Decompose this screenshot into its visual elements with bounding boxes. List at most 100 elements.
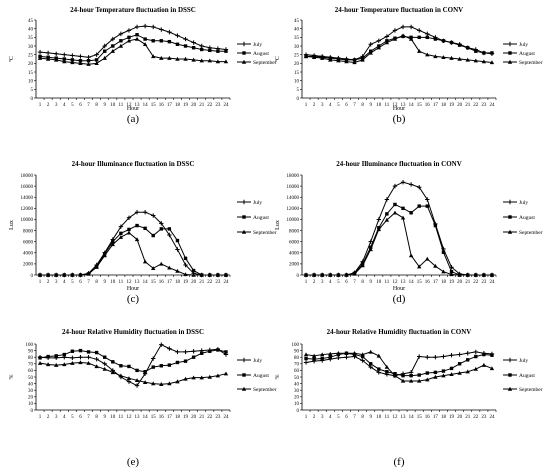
data-point xyxy=(376,38,381,43)
data-point xyxy=(408,24,414,30)
x-tick-label: 4 xyxy=(329,280,332,285)
series-line xyxy=(39,349,227,373)
data-point xyxy=(78,61,83,66)
x-tick-label: 19 xyxy=(449,103,455,108)
data-point xyxy=(111,44,115,48)
x-tick-label: 5 xyxy=(71,415,74,420)
data-point xyxy=(320,352,325,357)
series-july xyxy=(303,180,495,278)
y-axis-label: Lux xyxy=(275,220,281,230)
data-point xyxy=(119,364,123,368)
y-tick-label: 0 xyxy=(31,409,34,414)
data-point xyxy=(94,356,99,362)
data-point xyxy=(175,42,180,46)
data-point xyxy=(207,272,212,277)
x-tick-label: 2 xyxy=(313,415,316,420)
data-point xyxy=(143,370,147,374)
legend-entry-july: July xyxy=(237,41,262,48)
data-point xyxy=(465,272,470,277)
data-point xyxy=(473,366,478,371)
data-point xyxy=(417,354,422,359)
data-point xyxy=(191,272,196,277)
legend-marker xyxy=(507,386,513,391)
x-tick-label: 14 xyxy=(409,103,415,108)
data-point xyxy=(70,349,75,353)
x-tick-label: 16 xyxy=(425,280,431,285)
series-july xyxy=(37,210,229,278)
data-point xyxy=(151,54,156,59)
data-point xyxy=(303,272,309,277)
x-tick-label: 23 xyxy=(215,415,221,420)
y-tick-label: 10 xyxy=(294,79,300,84)
data-point xyxy=(159,342,164,347)
data-point xyxy=(94,364,99,369)
x-tick-label: 8 xyxy=(95,103,98,108)
data-point xyxy=(167,39,172,44)
x-tick-label: 5 xyxy=(71,280,74,285)
y-tick-label: 8000 xyxy=(289,229,300,234)
data-point xyxy=(151,266,156,271)
x-tick-label: 2 xyxy=(313,103,316,108)
x-tick-label: 12 xyxy=(126,415,132,420)
data-point xyxy=(408,253,414,258)
data-point xyxy=(159,39,163,43)
y-tick-label: 12000 xyxy=(21,207,34,212)
y-tick-label: 100 xyxy=(26,343,34,348)
x-tick-label: 7 xyxy=(353,415,356,420)
y-tick-label: 80 xyxy=(294,356,300,361)
data-point xyxy=(449,55,454,60)
x-tick-label: 13 xyxy=(135,280,141,285)
data-point xyxy=(70,360,75,365)
data-point xyxy=(103,355,107,359)
data-point xyxy=(336,272,341,277)
x-tick-label: 12 xyxy=(392,280,398,285)
series-august xyxy=(38,33,228,63)
data-point xyxy=(441,55,446,59)
series-line xyxy=(305,351,493,382)
x-tick-label: 17 xyxy=(433,415,439,420)
x-tick-label: 2 xyxy=(313,280,316,285)
data-point xyxy=(37,55,43,60)
data-point xyxy=(465,351,470,356)
x-tick-label: 10 xyxy=(110,415,116,420)
x-tick-label: 16 xyxy=(425,103,431,108)
y-tick-label: 20 xyxy=(28,396,34,401)
data-point xyxy=(183,349,188,355)
data-point xyxy=(94,265,99,269)
x-tick-label: 23 xyxy=(481,415,487,420)
data-point xyxy=(62,59,67,64)
x-tick-label: 2 xyxy=(47,415,50,420)
y-tick-label: 5 xyxy=(297,88,300,93)
data-point xyxy=(208,349,212,353)
data-point xyxy=(70,60,75,65)
data-point xyxy=(54,51,59,56)
data-point xyxy=(465,57,470,62)
data-point xyxy=(400,33,406,38)
data-point xyxy=(215,373,221,378)
series-september xyxy=(37,360,229,386)
data-point xyxy=(167,55,172,60)
x-tick-label: 13 xyxy=(401,415,407,420)
data-point xyxy=(482,51,486,55)
y-tick-label: 10000 xyxy=(21,218,34,223)
data-point xyxy=(336,351,341,355)
legend-marker xyxy=(241,386,247,391)
x-tick-label: 6 xyxy=(79,280,82,285)
data-point xyxy=(191,349,196,354)
data-point xyxy=(151,233,155,238)
data-point xyxy=(86,360,91,365)
series-line xyxy=(39,34,226,62)
data-point xyxy=(466,46,470,50)
data-point xyxy=(62,57,66,61)
legend-marker xyxy=(242,373,246,377)
x-tick-label: 4 xyxy=(329,415,332,420)
x-tick-label: 14 xyxy=(409,415,415,420)
x-axis-label: Hour xyxy=(127,106,139,112)
series-line xyxy=(306,181,492,276)
data-point xyxy=(94,350,99,355)
legend-entry-august: August xyxy=(503,51,535,57)
data-point xyxy=(126,230,132,235)
chart-title: 24-hour Temperature fluctuation in CONV xyxy=(335,6,463,14)
x-tick-label: 6 xyxy=(345,280,348,285)
data-point xyxy=(376,353,381,358)
